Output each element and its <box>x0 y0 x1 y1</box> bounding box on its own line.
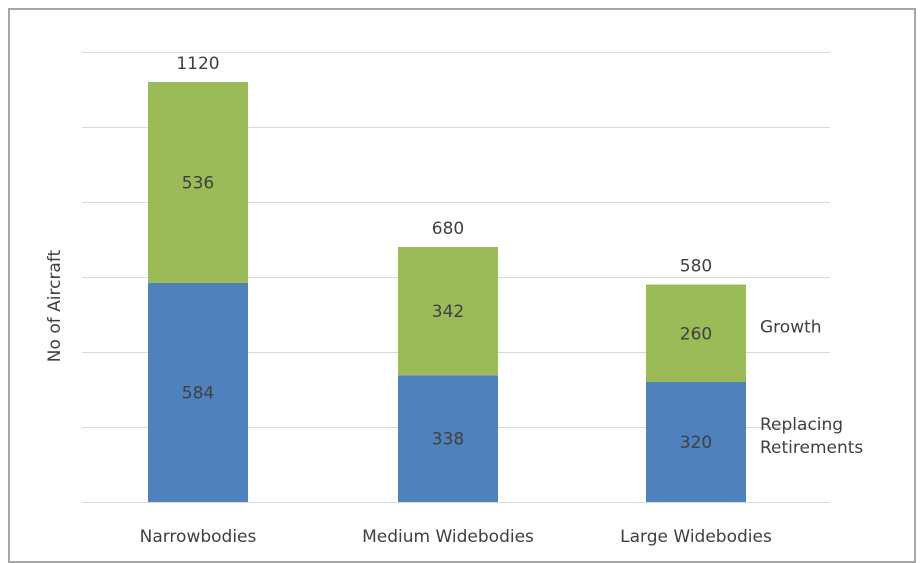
x-tick-label-1: Medium Widebodies <box>362 527 534 547</box>
bars <box>148 82 746 502</box>
legend: Growth Replacing Retirements <box>760 317 863 458</box>
axis-labels: Narrowbodies Medium Widebodies Large Wideb… <box>140 527 772 547</box>
data-labels: 584 536 1120 338 342 680 320 260 580 <box>176 54 712 453</box>
chart-frame: 584 536 1120 338 342 680 320 260 580 Narrowbodie… <box>8 8 916 563</box>
stacked-bar-chart: 584 536 1120 338 342 680 320 260 580 Narrowbodie… <box>45 52 863 547</box>
total-label-1: 680 <box>432 219 464 239</box>
x-tick-label-2: Large Widebodies <box>620 527 772 547</box>
x-tick-label-0: Narrowbodies <box>140 527 257 547</box>
bar-replacing-2 <box>646 382 746 502</box>
data-label-replacing-0: 584 <box>182 384 214 404</box>
bar-replacing-0 <box>148 283 248 502</box>
total-label-2: 580 <box>680 257 712 277</box>
data-label-replacing-2: 320 <box>680 433 712 453</box>
data-label-growth-2: 260 <box>680 324 712 344</box>
bar-growth-0 <box>148 82 248 283</box>
legend-replacing-retirements: Replacing Retirements <box>760 415 863 458</box>
data-label-growth-0: 536 <box>182 174 214 194</box>
bar-growth-2 <box>646 284 746 382</box>
total-label-0: 1120 <box>176 54 219 74</box>
data-label-replacing-1: 338 <box>432 430 464 450</box>
data-label-growth-1: 342 <box>432 302 464 322</box>
y-axis-title: No of Aircraft <box>45 249 65 362</box>
legend-growth: Growth <box>760 317 822 337</box>
bar-replacing-1 <box>398 375 498 502</box>
bar-growth-1 <box>398 247 498 376</box>
